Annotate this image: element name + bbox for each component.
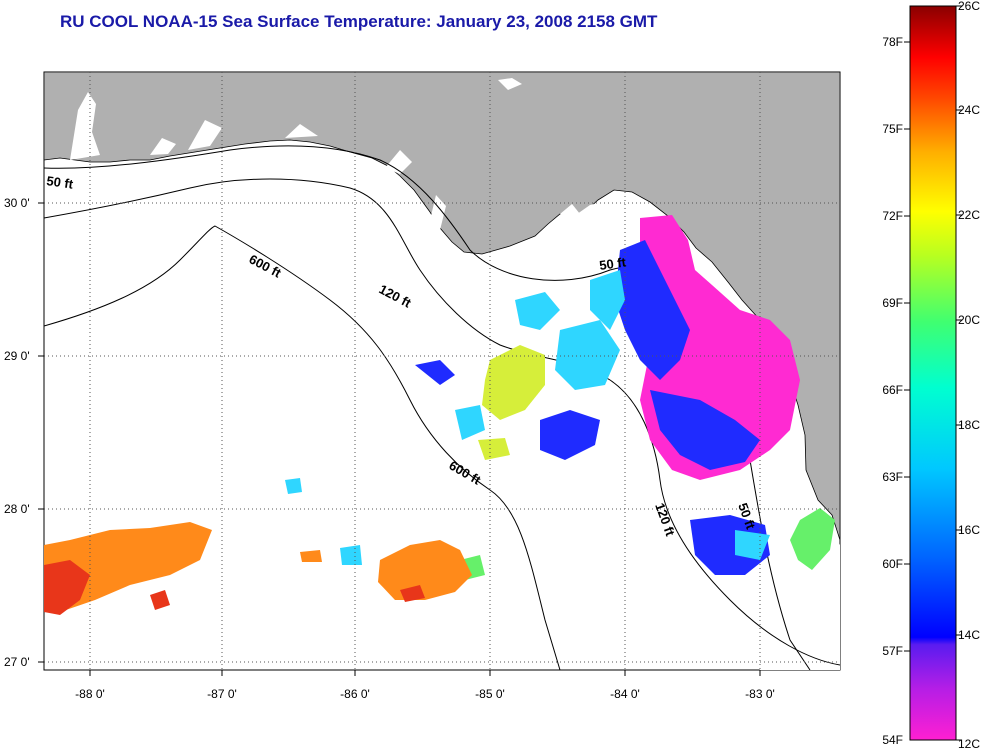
tick-marks [38, 202, 761, 676]
colorbar-fahrenheit-label: 69F [882, 296, 903, 310]
colorbar-celsius-label: 16C [958, 523, 980, 537]
contour-120ft [44, 178, 840, 666]
y-tick-label: 27 0' [4, 655, 30, 669]
colorbar-fahrenheit-label: 78F [882, 35, 903, 49]
colorbar-fahrenheit-label: 57F [882, 644, 903, 658]
bay-inlet [560, 204, 580, 222]
sst-cyan-region [285, 270, 770, 565]
x-tick-label: -88 0' [75, 687, 105, 701]
colorbar-celsius-label: 22C [958, 208, 980, 222]
sst-red-region [44, 560, 425, 615]
colorbar-celsius-label: 20C [958, 313, 980, 327]
x-tick-label: -84 0' [610, 687, 640, 701]
y-tick-label: 29 0' [4, 349, 30, 363]
sst-yellow-region [478, 345, 545, 460]
x-tick-label: -85 0' [475, 687, 505, 701]
colorbar-fahrenheit-label: 66F [882, 383, 903, 397]
colorbar-celsius-label: 24C [958, 103, 980, 117]
contour-label-50ft-east: 50 ft [598, 254, 627, 273]
contour-600ft [44, 225, 561, 670]
colorbar-celsius-label: 26C [958, 0, 980, 13]
x-tick-label: -87 0' [207, 687, 237, 701]
bay-inlet [188, 120, 222, 150]
colorbar-celsius-label: 18C [958, 418, 980, 432]
gridlines [44, 72, 840, 670]
sst-blue-region [415, 240, 770, 575]
colorbar [909, 5, 957, 741]
x-tick-label: -86 0' [340, 687, 370, 701]
y-tick-label: 28 0' [4, 502, 30, 516]
colorbar-fahrenheit-label: 54F [882, 733, 903, 747]
bay-inlet [70, 92, 100, 160]
bay-inlet [150, 138, 176, 155]
colorbar-fahrenheit-label: 72F [882, 209, 903, 223]
colorbar-fahrenheit-label: 63F [882, 470, 903, 484]
colorbar-fahrenheit-label: 75F [882, 122, 903, 136]
colorbar-fahrenheit-label: 60F [882, 557, 903, 571]
colorbar-celsius-label: 14C [958, 628, 980, 642]
y-tick-label: 30 0' [4, 196, 30, 210]
bay-inlet [498, 78, 522, 90]
bay-inlet [385, 150, 412, 174]
bay-inlet [430, 195, 446, 230]
colorbar-celsius-label: 12C [958, 737, 980, 751]
map-title: RU COOL NOAA-15 Sea Surface Temperature:… [60, 12, 658, 31]
sst-orange-region [44, 522, 472, 612]
x-tick-label: -83 0' [745, 687, 775, 701]
colorbar-ticks [904, 5, 962, 741]
bay-inlet [285, 124, 318, 138]
contour-label-50ft-west: 50 ft [46, 173, 75, 192]
